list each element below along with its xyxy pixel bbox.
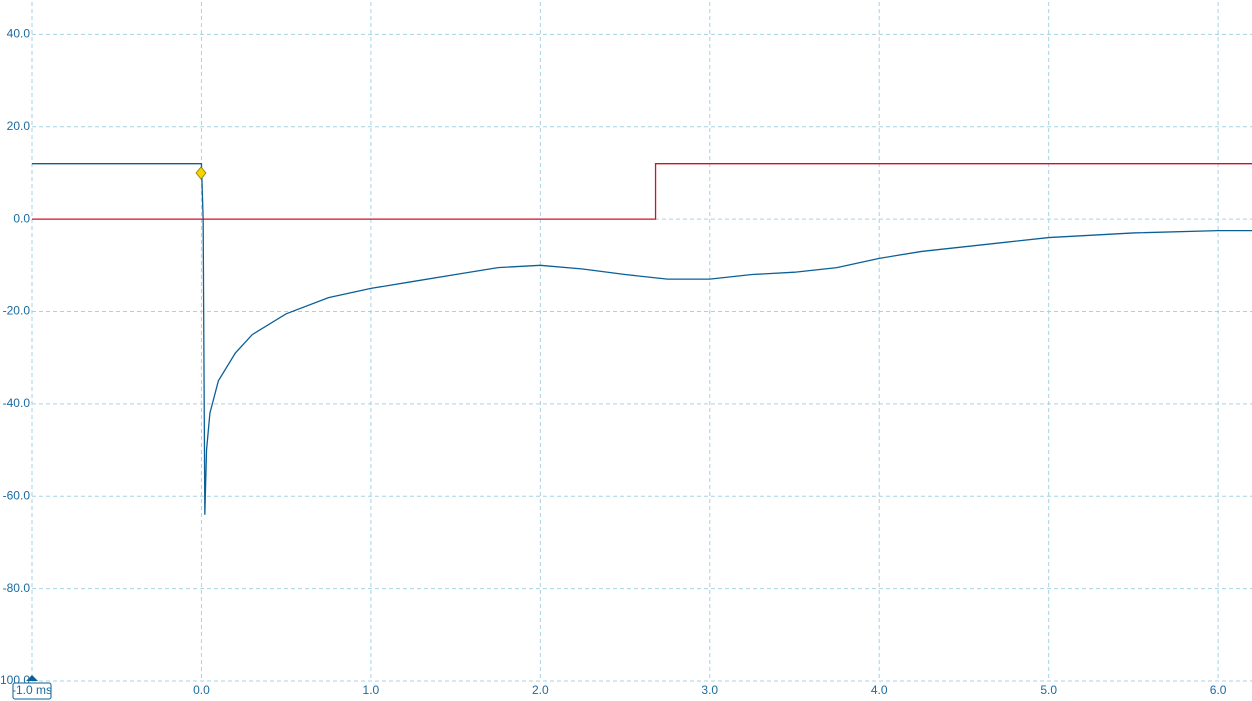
y-tick-label: -20.0: [3, 304, 31, 318]
x-tick-label: 3.0: [701, 683, 718, 697]
y-tick-label: 20.0: [7, 119, 31, 133]
x-tick-label: 2.0: [532, 683, 549, 697]
x-tick-label: 6.0: [1210, 683, 1227, 697]
x-tick-label: 1.0: [363, 683, 380, 697]
x-tick-label: 4.0: [871, 683, 888, 697]
trace: [32, 163, 1252, 515]
y-tick-label: 0.0: [13, 211, 30, 225]
x-label-box: [12, 682, 52, 700]
x-tick-label: 5.0: [1040, 683, 1057, 697]
y-tick-label: -40.0: [3, 396, 31, 410]
y-tick-label: -80.0: [3, 581, 31, 595]
y-tick-label: 40.0: [7, 27, 31, 41]
trace: [32, 163, 1252, 220]
axis-marker: [26, 675, 38, 681]
x-tick-label: 0.0: [193, 683, 210, 697]
trigger-marker: [195, 166, 207, 180]
x-tick-label: -1.0 ms: [12, 683, 52, 697]
y-tick-label: -60.0: [3, 488, 31, 502]
